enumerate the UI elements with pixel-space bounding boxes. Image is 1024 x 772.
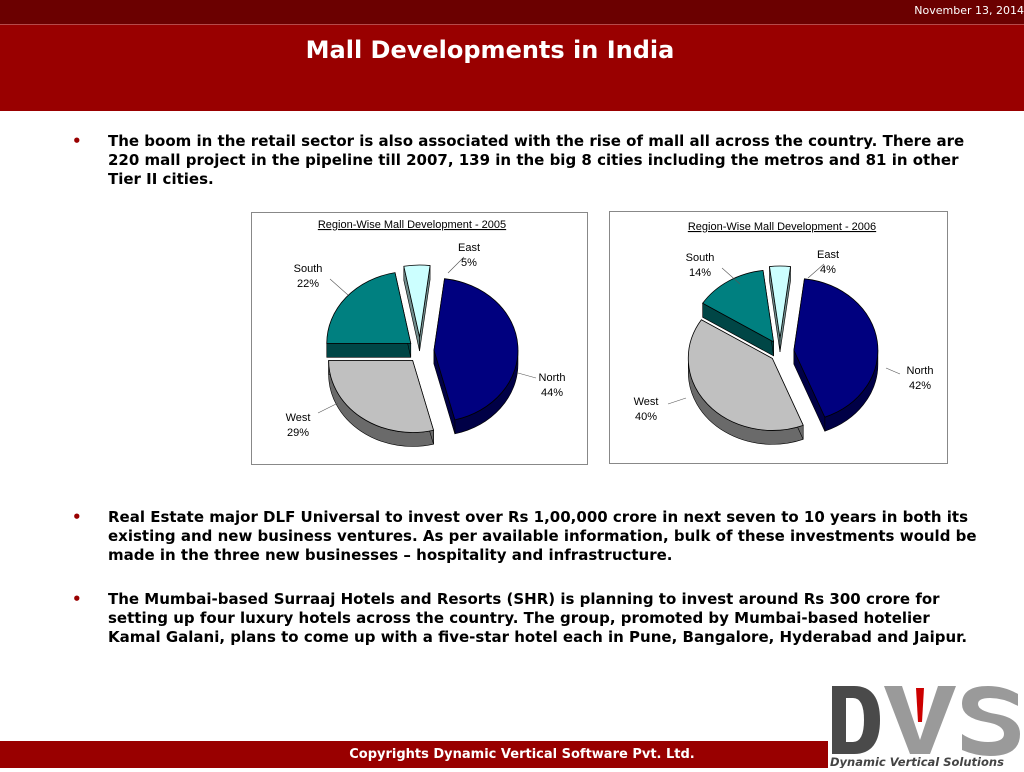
logo-red-accent — [916, 688, 924, 722]
slice-value-east: 5% — [461, 257, 477, 269]
bullet-marker: • — [72, 590, 82, 608]
pie-chart-2006: Region-Wise Mall Development - 2006 North… — [609, 211, 948, 464]
pie-slice-east — [403, 264, 431, 338]
bullet-text: Real Estate major DLF Universal to inves… — [108, 508, 977, 564]
logo-v-shape — [884, 686, 956, 754]
leader-line — [667, 397, 687, 405]
pie-chart-2005: Region-Wise Mall Development - 2005 North… — [251, 212, 588, 465]
pie-slice-north — [433, 278, 519, 421]
leader-line — [885, 367, 901, 375]
leader-line — [721, 267, 741, 285]
pie-slice-south — [326, 272, 412, 344]
slice-label-north: North — [907, 365, 934, 377]
bullet-marker: • — [72, 132, 82, 150]
logo-graphic: Dynamic Vertical Solutions — [828, 684, 1024, 769]
leader-line — [447, 256, 465, 274]
logo-text: Dynamic Vertical Solutions — [830, 755, 1004, 768]
slice-value-east: 4% — [820, 264, 836, 276]
bullet-item-shr: • The Mumbai-based Surraaj Hotels and Re… — [72, 590, 980, 647]
pie-chart-2005-svg: Region-Wise Mall Development - 2005 North… — [286, 219, 566, 447]
leader-line — [517, 372, 537, 379]
chart-title: Region-Wise Mall Development - 2005 — [318, 219, 506, 231]
logo-s-shape — [962, 686, 1020, 756]
slice-value-south: 22% — [297, 278, 319, 290]
slice-label-west: West — [286, 412, 311, 424]
leader-line — [807, 263, 825, 279]
leader-line — [329, 278, 349, 296]
bullet-text: The Mumbai-based Surraaj Hotels and Reso… — [108, 590, 968, 646]
top-bar: November 13, 2014 — [0, 0, 1024, 24]
bullet-marker: • — [72, 508, 82, 526]
slice-label-north: North — [539, 372, 566, 384]
slice-value-north: 42% — [909, 380, 931, 392]
slice-label-west: West — [634, 396, 659, 408]
slide-date: November 13, 2014 — [914, 4, 1024, 17]
copyright-text: Copyrights Dynamic Vertical Software Pvt… — [349, 747, 695, 762]
slice-value-west: 29% — [287, 427, 309, 439]
slice-value-west: 40% — [635, 411, 657, 423]
pie-slice-east — [769, 265, 791, 339]
pie-slice-north — [793, 278, 879, 418]
slice-label-south: South — [294, 263, 323, 275]
company-logo: Dynamic Vertical Solutions — [828, 684, 1024, 769]
bullet-item-retail-boom: • The boom in the retail sector is also … — [72, 132, 980, 189]
slice-label-east: East — [458, 242, 480, 254]
bullet-item-dlf: • Real Estate major DLF Universal to inv… — [72, 508, 980, 565]
slice-value-north: 44% — [541, 387, 563, 399]
pie-slice-west — [328, 360, 435, 433]
bullet-text: The boom in the retail sector is also as… — [108, 132, 965, 188]
chart-title: Region-Wise Mall Development - 2006 — [688, 221, 876, 233]
leader-line — [317, 402, 339, 414]
slice-label-south: South — [686, 252, 715, 264]
pie-slice-west — [687, 319, 804, 431]
pie-slice-south — [702, 269, 775, 343]
slice-label-east: East — [817, 249, 839, 261]
pie-chart-2006-svg: Region-Wise Mall Development - 2006 North… — [634, 221, 934, 445]
title-bar — [0, 24, 1024, 111]
slice-value-south: 14% — [689, 267, 711, 279]
footer-bar: Copyrights Dynamic Vertical Software Pvt… — [0, 741, 828, 768]
page-title: Mall Developments in India — [305, 36, 675, 64]
